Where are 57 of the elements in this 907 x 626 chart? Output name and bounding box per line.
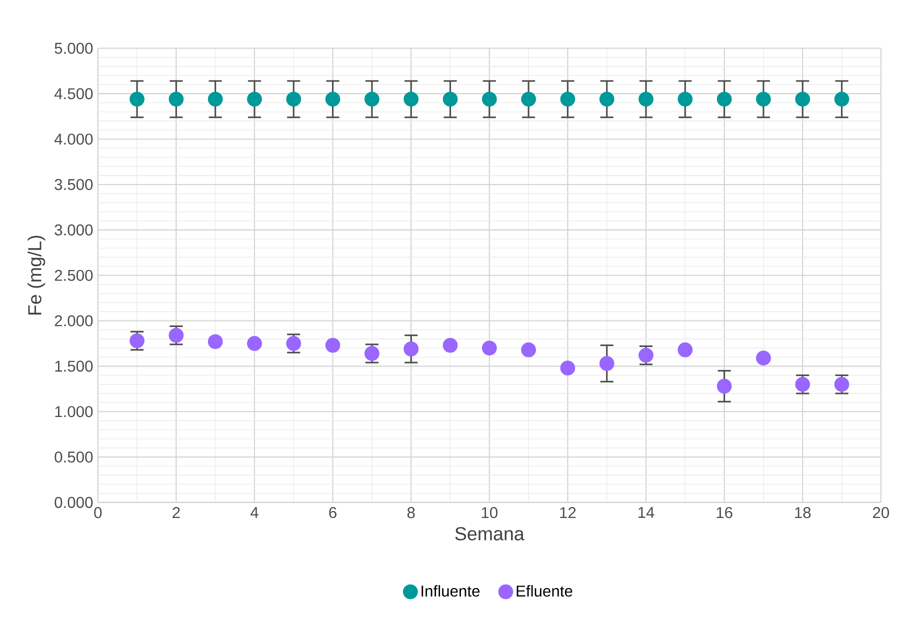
x-tick-label: 2 bbox=[172, 506, 180, 518]
point bbox=[404, 341, 419, 356]
x-tick-label: 18 bbox=[795, 506, 811, 518]
x-tick-label: 20 bbox=[872, 506, 890, 518]
point bbox=[560, 92, 576, 106]
point bbox=[364, 92, 380, 106]
y-tick-label: 1.000 bbox=[55, 406, 93, 417]
y-tick-label: 2.500 bbox=[54, 270, 93, 281]
y-tick-label: 3.000 bbox=[54, 224, 93, 236]
x-tick-label: 10 bbox=[482, 506, 498, 518]
x-tick-label: 16 bbox=[716, 506, 732, 518]
y-tick-label: 3.500 bbox=[54, 178, 93, 190]
point bbox=[286, 92, 302, 106]
point bbox=[325, 338, 340, 353]
point bbox=[795, 92, 810, 106]
point bbox=[678, 92, 693, 106]
x-axis-title: Semana bbox=[455, 526, 524, 540]
point bbox=[638, 92, 654, 106]
point bbox=[247, 92, 262, 106]
point bbox=[521, 92, 536, 106]
point bbox=[404, 92, 419, 106]
y-axis-title: Fe (mg/L) bbox=[28, 236, 46, 314]
point bbox=[834, 92, 850, 106]
y-tick-label: 2.000 bbox=[54, 315, 93, 326]
point bbox=[521, 342, 536, 358]
x-tick-label: 6 bbox=[329, 506, 336, 518]
y-tick-label: 4.500 bbox=[54, 88, 93, 100]
point bbox=[442, 338, 458, 353]
y-tick-label: 0.000 bbox=[54, 496, 93, 508]
x-tick-label: 14 bbox=[638, 506, 654, 518]
x-tick-label: 4 bbox=[250, 506, 258, 518]
y-tick-label: 4.000 bbox=[54, 133, 93, 144]
legend-label: Influente bbox=[422, 584, 480, 596]
point bbox=[168, 92, 184, 106]
point bbox=[560, 360, 576, 376]
y-tick-label: 0.500 bbox=[54, 451, 93, 462]
point bbox=[482, 340, 497, 356]
y-tick-label: 1.500 bbox=[55, 360, 93, 372]
point bbox=[599, 356, 614, 371]
point bbox=[716, 92, 732, 106]
x-tick-label: 8 bbox=[407, 506, 415, 518]
point bbox=[678, 342, 693, 358]
y-tick-label: 5.000 bbox=[54, 42, 93, 54]
point bbox=[442, 92, 458, 106]
point bbox=[208, 334, 223, 349]
point bbox=[756, 92, 771, 106]
x-tick-label: 12 bbox=[560, 506, 576, 518]
point bbox=[482, 92, 497, 106]
point bbox=[247, 336, 262, 351]
point bbox=[208, 92, 223, 106]
point bbox=[716, 378, 732, 394]
x-tick-label: 0 bbox=[94, 506, 102, 518]
point bbox=[325, 92, 340, 106]
point bbox=[756, 350, 771, 366]
point bbox=[599, 92, 614, 106]
point bbox=[130, 92, 144, 106]
legend-label: Efluente bbox=[516, 584, 572, 596]
